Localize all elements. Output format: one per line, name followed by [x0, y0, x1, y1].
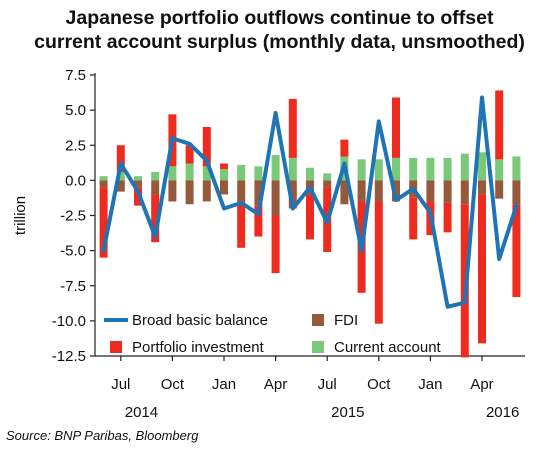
bar-current-account: [512, 156, 521, 181]
x-tick-label: Oct: [161, 376, 185, 393]
bar-current-account: [116, 171, 125, 181]
bar-portfolio-investment: [99, 187, 108, 258]
bar-portfolio-investment: [374, 201, 383, 324]
y-tick-label: 2.5: [65, 137, 86, 154]
bar-fdi: [254, 180, 263, 206]
legend-label: Portfolio investment: [132, 339, 265, 356]
bar-current-account: [443, 157, 452, 181]
bar-fdi: [271, 180, 280, 216]
bar-portfolio-investment: [202, 126, 211, 167]
bar-portfolio-investment: [237, 204, 246, 248]
bar-current-account: [478, 152, 486, 181]
bar-current-account: [288, 157, 297, 181]
bar-current-account: [202, 166, 211, 181]
x-tick-label: Apr: [470, 376, 493, 393]
bar-portfolio-investment: [495, 90, 504, 160]
bar-fdi: [99, 180, 108, 188]
bar-fdi: [288, 180, 297, 209]
bar-current-account: [460, 153, 469, 181]
bar-portfolio-investment: [151, 194, 160, 243]
bar-fdi: [202, 180, 211, 202]
bar-fdi: [116, 180, 125, 192]
bar-fdi: [185, 180, 194, 205]
bar-fdi: [237, 180, 246, 205]
bar-current-account: [392, 157, 400, 181]
bar-current-account: [271, 155, 280, 181]
x-year-label: 2014: [125, 404, 158, 421]
legend-swatch: [312, 314, 324, 326]
y-tick-label: 0.0: [65, 172, 86, 189]
y-tick-label: 5.0: [65, 102, 86, 119]
bar-fdi: [478, 180, 486, 195]
y-tick-label: -7.5: [60, 278, 86, 295]
bar-current-account: [254, 166, 263, 181]
legend-label: Current account: [334, 339, 442, 356]
bar-current-account: [237, 164, 246, 181]
bar-fdi: [323, 180, 332, 188]
bar-current-account: [306, 167, 314, 181]
y-tick-label: -10.0: [52, 313, 86, 330]
chart-title: Japanese portfolio outflows continue to …: [0, 6, 559, 54]
bar-portfolio-investment: [306, 194, 314, 240]
x-tick-label: Jan: [418, 376, 442, 393]
bar-current-account: [426, 157, 435, 181]
bar-portfolio-investment: [254, 205, 263, 237]
x-tick-label: Jul: [318, 376, 337, 393]
bar-portfolio-investment: [409, 197, 418, 240]
bar-current-account: [220, 169, 228, 181]
bar-portfolio-investment: [392, 97, 400, 158]
line-broad-basic-balance: [101, 95, 519, 309]
x-tick-label: Jan: [212, 376, 236, 393]
bar-current-account: [323, 173, 332, 181]
bar-portfolio-investment: [340, 139, 349, 157]
x-tick-label: Apr: [264, 376, 287, 393]
y-tick-label: -2.5: [60, 208, 86, 225]
bar-fdi: [374, 180, 383, 202]
bar-current-account: [99, 176, 108, 181]
legend-swatch: [110, 341, 122, 353]
bar-portfolio-investment: [288, 98, 297, 158]
bar-portfolio-investment: [512, 204, 521, 297]
bar-current-account: [151, 171, 160, 181]
bar-fdi: [134, 180, 142, 188]
bar-current-account: [185, 163, 194, 181]
x-year-label: 2015: [331, 404, 364, 421]
x-year-label: 2016: [486, 404, 519, 421]
y-tick-label: -5.0: [60, 243, 86, 260]
bar-current-account: [374, 159, 383, 181]
y-tick-label: -12.5: [52, 348, 86, 365]
bar-current-account: [409, 157, 418, 181]
bar-fdi: [357, 180, 366, 202]
bar-portfolio-investment: [185, 145, 194, 164]
bar-current-account: [168, 166, 177, 181]
bar-portfolio-investment: [271, 215, 280, 274]
x-tick-label: Jul: [111, 376, 130, 393]
legend-label: FDI: [334, 312, 358, 329]
bar-portfolio-investment: [220, 163, 228, 170]
source-note: Source: BNP Paribas, Bloomberg: [6, 428, 199, 443]
y-axis-label: trillion: [12, 196, 29, 235]
bar-fdi: [220, 180, 228, 195]
bar-current-account: [495, 159, 504, 181]
bar-fdi: [168, 180, 177, 202]
bar-fdi: [340, 180, 349, 205]
chart-title-line2: current account surplus (monthly data, u…: [34, 31, 525, 53]
bar-fdi: [443, 180, 452, 203]
bar-current-account: [357, 159, 366, 181]
chart-title-line1: Japanese portfolio outflows continue to …: [65, 7, 494, 29]
legend-swatch: [312, 341, 324, 353]
bar-fdi: [512, 180, 521, 205]
bar-current-account: [134, 176, 142, 181]
legend-label: Broad basic balance: [132, 312, 268, 329]
bar-portfolio-investment: [443, 202, 452, 233]
bar-fdi: [151, 180, 160, 195]
bar-fdi: [426, 180, 435, 202]
x-tick-label: Oct: [367, 376, 391, 393]
bar-fdi: [460, 180, 469, 205]
y-tick-label: 7.5: [65, 67, 86, 84]
bar-portfolio-investment: [478, 194, 486, 344]
bar-portfolio-investment: [116, 145, 125, 172]
bar-fdi: [495, 180, 504, 199]
